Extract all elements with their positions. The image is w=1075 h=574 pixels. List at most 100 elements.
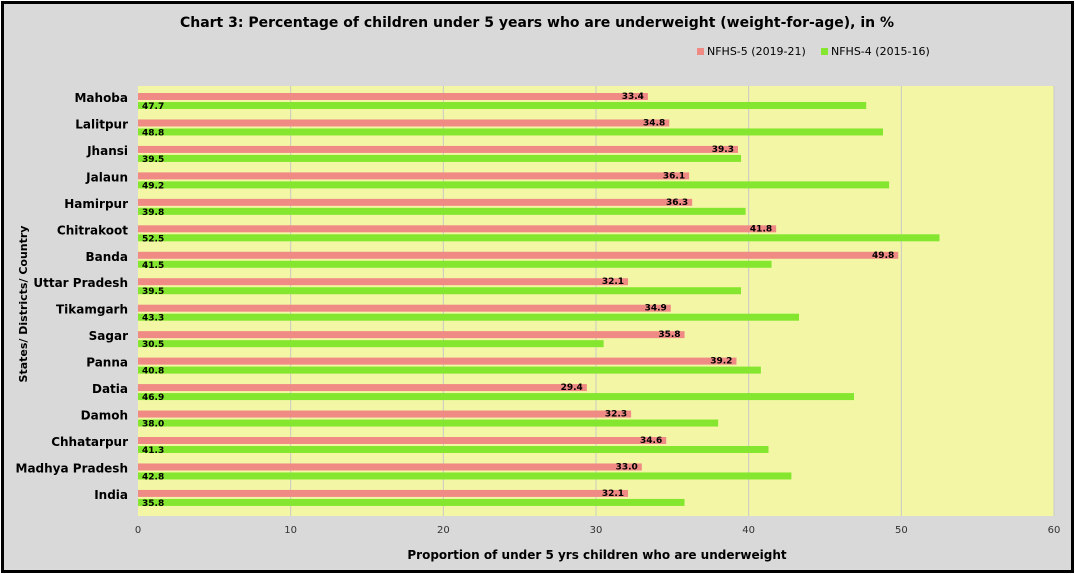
x-tick-label: 20 — [437, 525, 450, 536]
bar-nfhs4-panna — [138, 366, 761, 374]
data-label-nfhs4-jalaun: 49.2 — [142, 181, 164, 191]
data-label-nfhs5-jhansi: 39.3 — [712, 145, 734, 155]
bar-nfhs5-sagar — [138, 331, 685, 339]
data-label-nfhs4-datia: 46.9 — [142, 393, 164, 403]
data-label-nfhs4-mahoba: 47.7 — [142, 102, 164, 112]
data-label-nfhs5-india: 32.1 — [602, 489, 624, 499]
bar-nfhs5-hamirpur — [138, 198, 693, 206]
legend-label-nfhs4: NFHS-4 (2015-16) — [831, 45, 930, 58]
category-label-india: India — [94, 488, 128, 502]
data-label-nfhs4-chhatarpur: 41.3 — [142, 446, 164, 456]
data-label-nfhs4-india: 35.8 — [142, 499, 164, 509]
category-label-damoh: Damoh — [81, 409, 128, 423]
bar-nfhs4-uttar-pradesh — [138, 287, 742, 295]
bar-nfhs4-chhatarpur — [138, 446, 769, 453]
bar-nfhs5-damoh — [138, 410, 632, 418]
bar-nfhs5-chitrakoot — [138, 225, 777, 233]
category-label-lalitpur: Lalitpur — [75, 117, 128, 131]
data-label-nfhs4-hamirpur: 39.8 — [142, 208, 164, 218]
category-label-tikamgarh: Tikamgarh — [56, 303, 128, 317]
bar-nfhs5-datia — [138, 384, 587, 392]
data-label-nfhs4-banda: 41.5 — [142, 261, 164, 271]
category-label-jhansi: Jhansi — [86, 144, 128, 158]
data-label-nfhs5-datia: 29.4 — [561, 383, 583, 393]
data-label-nfhs4-tikamgarh: 43.3 — [142, 314, 164, 324]
bar-nfhs5-tikamgarh — [138, 304, 671, 312]
x-tick-labels: 0 10 20 30 40 50 60 — [135, 525, 1061, 536]
x-axis-title: Proportion of under 5 yrs children who a… — [407, 548, 787, 562]
bar-nfhs4-sagar — [138, 340, 604, 348]
category-label-chhatarpur: Chhatarpur — [51, 435, 128, 449]
bar-nfhs4-madhya-pradesh — [138, 472, 792, 480]
bar-nfhs4-damoh — [138, 419, 719, 427]
data-label-nfhs4-madhya-pradesh: 42.8 — [142, 472, 164, 482]
category-label-uttar-pradesh: Uttar Pradesh — [33, 276, 128, 290]
bar-nfhs5-jhansi — [138, 145, 738, 153]
bar-nfhs4-lalitpur — [138, 128, 884, 136]
bar-nfhs4-mahoba — [138, 102, 867, 109]
category-label-sagar: Sagar — [89, 329, 128, 343]
bar-nfhs5-banda — [138, 251, 899, 259]
data-label-nfhs4-uttar-pradesh: 39.5 — [142, 287, 164, 297]
chart-title: Chart 3: Percentage of children under 5 … — [180, 15, 894, 31]
bar-nfhs5-lalitpur — [138, 119, 670, 127]
bar-nfhs4-jhansi — [138, 154, 742, 162]
data-label-nfhs4-lalitpur: 48.8 — [142, 128, 164, 138]
bar-nfhs4-tikamgarh — [138, 313, 800, 321]
data-label-nfhs5-madhya-pradesh: 33.0 — [616, 462, 638, 472]
data-label-nfhs5-damoh: 32.3 — [605, 410, 627, 420]
data-label-nfhs4-panna: 40.8 — [142, 367, 164, 377]
bar-nfhs4-banda — [138, 260, 772, 268]
bar-nfhs4-jalaun — [138, 181, 890, 189]
data-label-nfhs5-jalaun: 36.1 — [663, 171, 685, 181]
data-label-nfhs5-hamirpur: 36.3 — [666, 198, 688, 208]
legend: NFHS-5 (2019-21) NFHS-4 (2015-16) — [697, 45, 930, 58]
bar-nfhs5-mahoba — [138, 93, 648, 100]
bar-nfhs5-chhatarpur — [138, 437, 667, 444]
data-label-nfhs4-damoh: 38.0 — [142, 420, 164, 430]
bar-nfhs5-uttar-pradesh — [138, 278, 629, 286]
bar-nfhs4-datia — [138, 393, 855, 401]
category-labels: Mahoba Lalitpur Jhansi Jalaun Hamirpur Chitra… — [16, 91, 129, 502]
category-label-madhya-pradesh: Madhya Pradesh — [16, 461, 129, 475]
bar-nfhs4-india — [138, 498, 685, 506]
data-label-nfhs5-panna: 39.2 — [710, 357, 732, 367]
category-label-panna: Panna — [86, 356, 128, 370]
x-tick-label: 60 — [1048, 525, 1061, 536]
bar-chart: Chart 3: Percentage of children under 5 … — [16, 15, 1061, 562]
data-label-nfhs4-chitrakoot: 52.5 — [142, 234, 164, 244]
x-tick-label: 40 — [742, 525, 755, 536]
data-labels: 33.4 47.7 34.8 48.8 39.3 39.5 36.1 49.2 36.3 39.8… — [142, 92, 894, 509]
bar-nfhs4-chitrakoot — [138, 234, 940, 242]
bar-nfhs5-panna — [138, 357, 737, 365]
category-label-chitrakoot: Chitrakoot — [57, 223, 128, 237]
x-tick-label: 30 — [590, 525, 603, 536]
category-label-mahoba: Mahoba — [74, 91, 128, 105]
legend-label-nfhs5: NFHS-5 (2019-21) — [707, 45, 806, 58]
data-label-nfhs5-chhatarpur: 34.6 — [640, 436, 662, 446]
y-axis-title: States/ Districts/ Country — [17, 226, 30, 383]
legend-swatch-nfhs5 — [697, 48, 704, 55]
data-label-nfhs4-sagar: 30.5 — [142, 340, 164, 350]
data-label-nfhs5-banda: 49.8 — [872, 251, 894, 261]
data-label-nfhs5-chitrakoot: 41.8 — [750, 224, 772, 234]
data-label-nfhs5-uttar-pradesh: 32.1 — [602, 277, 624, 287]
data-label-nfhs4-jhansi: 39.5 — [142, 155, 164, 165]
category-label-jalaun: Jalaun — [85, 170, 128, 184]
category-label-hamirpur: Hamirpur — [64, 197, 128, 211]
data-label-nfhs5-sagar: 35.8 — [658, 330, 680, 340]
bar-nfhs5-india — [138, 489, 629, 497]
bar-nfhs5-jalaun — [138, 172, 690, 180]
bar-nfhs5-madhya-pradesh — [138, 463, 642, 471]
bars — [138, 93, 940, 506]
x-tick-label: 0 — [135, 525, 141, 536]
data-label-nfhs5-lalitpur: 34.8 — [643, 118, 665, 128]
data-label-nfhs5-tikamgarh: 34.9 — [645, 304, 667, 314]
legend-swatch-nfhs4 — [821, 48, 828, 55]
bar-nfhs4-hamirpur — [138, 207, 746, 215]
x-tick-label: 10 — [284, 525, 297, 536]
category-label-datia: Datia — [92, 382, 128, 396]
x-tick-label: 50 — [895, 525, 908, 536]
data-label-nfhs5-mahoba: 33.4 — [622, 92, 644, 102]
